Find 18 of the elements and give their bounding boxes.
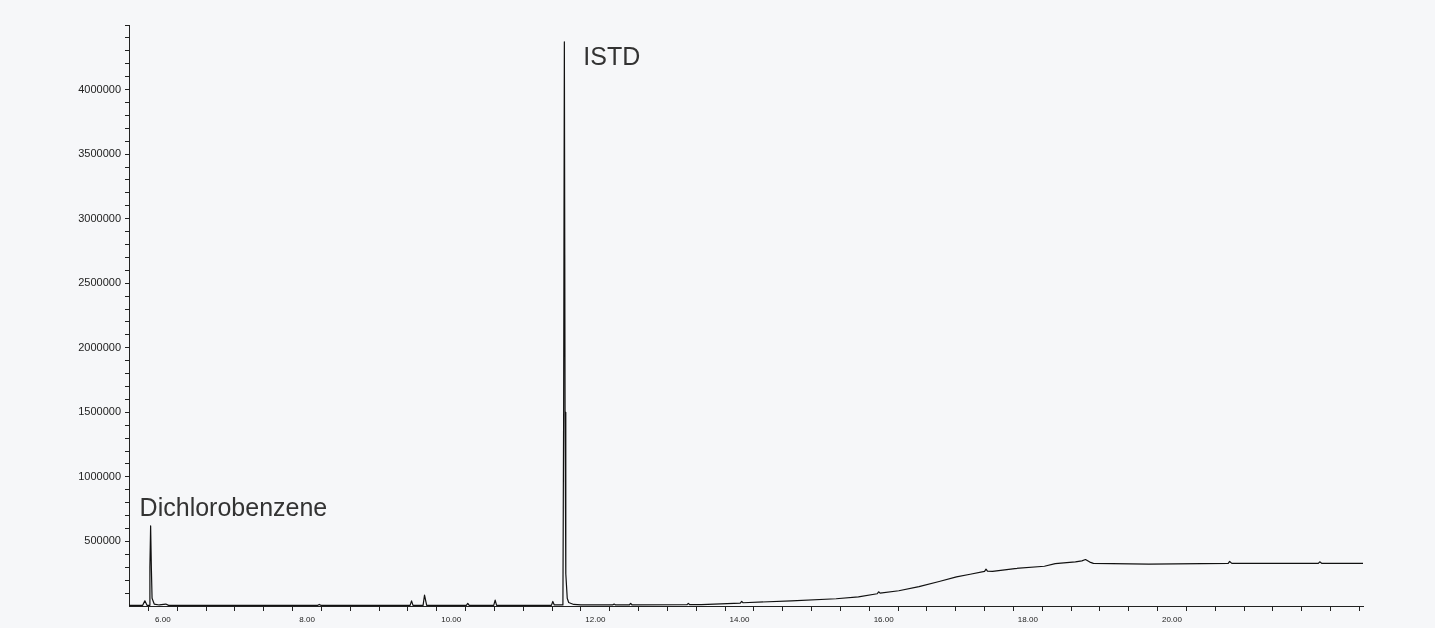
y-tick-label: 1000000 bbox=[78, 469, 121, 482]
y-tick-label: 4000000 bbox=[78, 82, 121, 95]
y-tick-label: 2000000 bbox=[78, 340, 121, 353]
x-tick-label: 12.00 bbox=[585, 615, 606, 624]
x-tick-label: 6.00 bbox=[155, 615, 172, 624]
y-tick-label: 500000 bbox=[84, 534, 121, 547]
x-tick-label: 20.00 bbox=[1161, 615, 1183, 624]
annotation: Dichlorobenzene bbox=[139, 492, 328, 521]
y-tick-label: 1500000 bbox=[78, 405, 121, 418]
x-tick-label: 14.00 bbox=[729, 615, 751, 624]
x-tick-label: 8.00 bbox=[299, 615, 316, 624]
x-tick-label: 10.00 bbox=[441, 615, 462, 624]
y-tick-label: 2500000 bbox=[78, 276, 121, 289]
y-tick-label: 3000000 bbox=[78, 211, 121, 224]
y-tick-label: 3500000 bbox=[78, 147, 121, 160]
x-tick-label: 16.00 bbox=[873, 615, 895, 624]
annotation: ISTD bbox=[583, 41, 641, 70]
x-tick-label: 18.00 bbox=[1017, 615, 1039, 624]
